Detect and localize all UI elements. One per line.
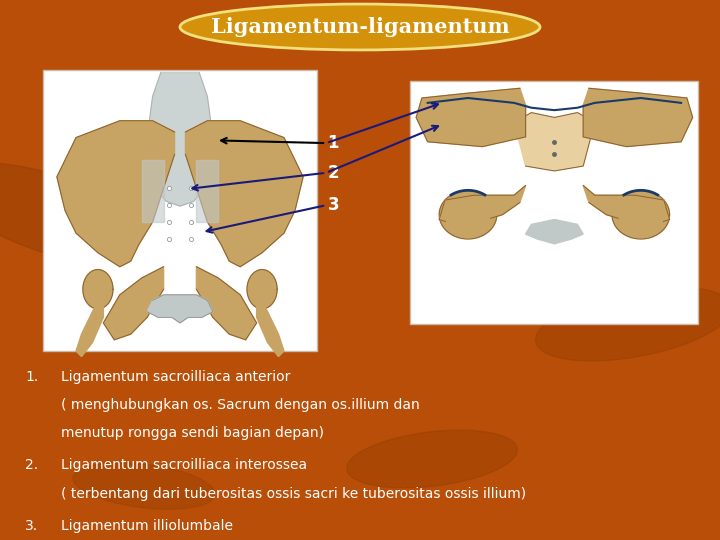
Polygon shape [83,269,113,309]
Polygon shape [536,287,720,361]
Text: Ligamentum sacroilliaca anterior: Ligamentum sacroilliaca anterior [61,370,291,384]
Polygon shape [104,267,163,340]
Text: Ligamentum-ligamentum: Ligamentum-ligamentum [211,17,509,37]
Polygon shape [514,112,595,171]
Polygon shape [583,185,670,227]
Text: Ligamentum illiolumbale: Ligamentum illiolumbale [61,519,233,533]
Polygon shape [73,463,215,509]
FancyBboxPatch shape [410,81,698,324]
Polygon shape [147,72,213,206]
Polygon shape [57,121,174,267]
Polygon shape [526,219,583,244]
Polygon shape [197,160,218,222]
Polygon shape [347,430,517,488]
Text: 1.: 1. [25,370,38,384]
Text: ( terbentang dari tuberositas ossis sacri ke tuberositas ossis illium): ( terbentang dari tuberositas ossis sacr… [61,487,526,501]
Polygon shape [619,201,662,238]
Polygon shape [416,88,526,146]
Polygon shape [147,295,213,323]
Polygon shape [256,289,284,356]
Text: 2: 2 [328,164,339,182]
Polygon shape [612,191,670,239]
Ellipse shape [180,4,540,50]
Polygon shape [583,88,693,146]
Text: ( menghubungkan os. Sacrum dengan os.illium dan: ( menghubungkan os. Sacrum dengan os.ill… [61,398,420,412]
Polygon shape [0,163,177,269]
Polygon shape [446,201,490,238]
Text: Ligamentum sacroilliaca interossea: Ligamentum sacroilliaca interossea [61,458,307,472]
Polygon shape [197,267,256,340]
Polygon shape [439,185,526,227]
Polygon shape [247,269,277,309]
Text: menutup rongga sendi bagian depan): menutup rongga sendi bagian depan) [61,426,324,440]
Text: 3: 3 [328,196,339,214]
Text: 2.: 2. [25,458,38,472]
Polygon shape [439,191,497,239]
Polygon shape [76,289,104,356]
Text: 3.: 3. [25,519,38,533]
FancyBboxPatch shape [43,70,317,351]
Polygon shape [142,160,163,222]
Text: 1: 1 [328,134,339,152]
Polygon shape [186,121,303,267]
